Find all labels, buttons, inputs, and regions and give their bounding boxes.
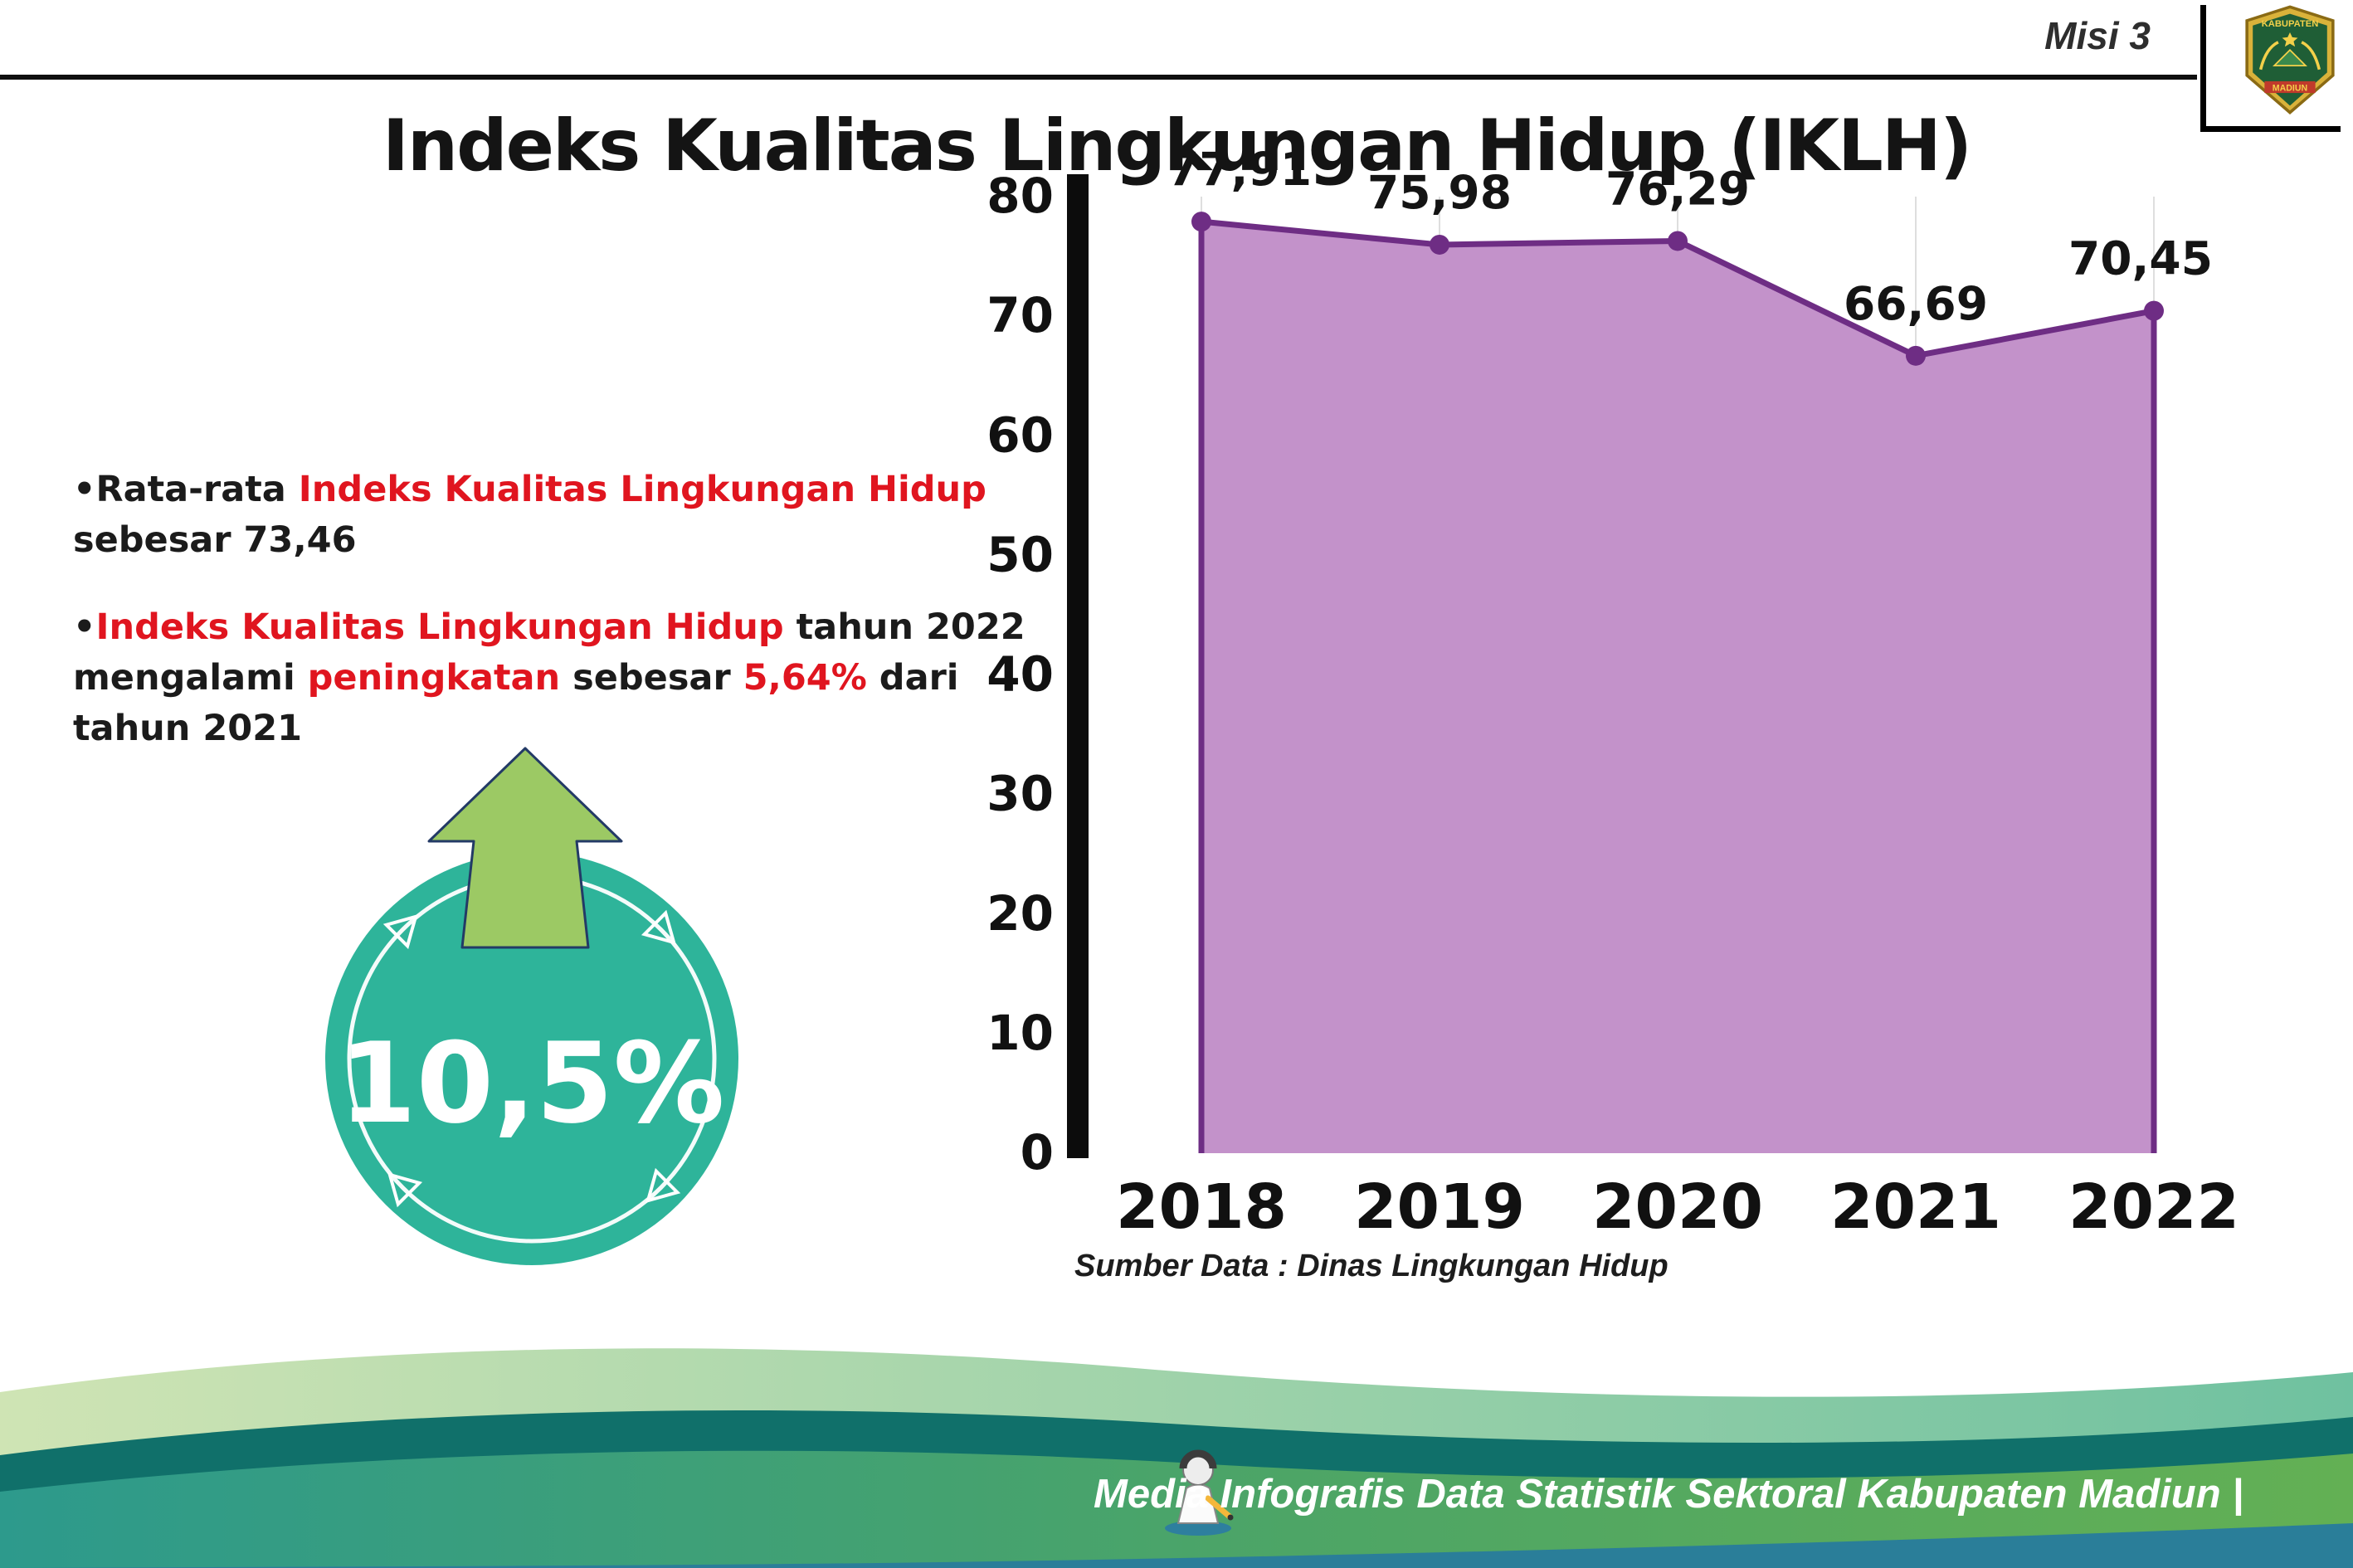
- svg-text:80: 80: [987, 168, 1054, 224]
- summary-bullets: •Rata-rata Indeks Kualitas Lingkungan Hi…: [73, 465, 1035, 791]
- svg-text:10: 10: [987, 1005, 1054, 1061]
- bullet-text: tahun 2022 mengalami: [73, 606, 1025, 699]
- svg-text:77,91: 77,91: [1167, 143, 1312, 196]
- bullet-text: sebesar: [560, 657, 743, 699]
- logo-text-bottom: MADIUN: [2273, 84, 2307, 94]
- page-title: Indeks Kualitas Lingkungan Hidup (IKLH): [382, 105, 1972, 187]
- bullet-increase: •Indeks Kualitas Lingkungan Hidup tahun …: [73, 602, 1035, 754]
- svg-text:2022: 2022: [2068, 1171, 2239, 1243]
- svg-text:40: 40: [987, 646, 1054, 703]
- svg-text:60: 60: [987, 407, 1054, 463]
- svg-text:30: 30: [987, 766, 1054, 822]
- footer-waves: [0, 1348, 2353, 1568]
- y-axis: [1067, 174, 1089, 1158]
- bullet-text-highlight: peningkatan: [307, 657, 561, 699]
- bullet-text: sebesar 73,46: [73, 519, 357, 562]
- logo-text-top: KABUPATEN: [2262, 19, 2319, 29]
- svg-text:76,29: 76,29: [1605, 162, 1750, 215]
- chart-source: Sumber Data : Dinas Lingkungan Hidup: [1074, 1249, 1669, 1283]
- bullet-text: dari tahun 2021: [73, 657, 959, 750]
- kabupaten-madiun-logo: KABUPATEN MADIUN: [2245, 5, 2335, 114]
- y-tick-labels: 0 10 20 30 40 50 60 70 80: [987, 168, 1054, 1181]
- svg-text:50: 50: [987, 526, 1054, 582]
- svg-text:2020: 2020: [1592, 1171, 1763, 1243]
- svg-text:2021: 2021: [1830, 1171, 2001, 1243]
- misi-label: Misi 3: [2044, 14, 2151, 57]
- svg-text:75,98: 75,98: [1367, 166, 1512, 219]
- bullet-text: •: [73, 606, 96, 649]
- svg-text:70: 70: [987, 287, 1054, 343]
- svg-text:2019: 2019: [1354, 1171, 1525, 1243]
- svg-text:20: 20: [987, 885, 1054, 942]
- increase-percentage: 10,5%: [339, 1019, 725, 1148]
- increase-badge: 10,5%: [325, 852, 738, 1265]
- header-rule: [0, 75, 2197, 80]
- bullet-text: •Rata-rata: [73, 469, 299, 510]
- up-arrow-icon: [427, 747, 623, 949]
- iklh-area-chart: 0 10 20 30 40 50 60 70 80 77,91 75,98 76,29 66,69 70,…: [987, 143, 2239, 1243]
- svg-text:2018: 2018: [1116, 1171, 1287, 1243]
- svg-text:70,45: 70,45: [2068, 232, 2213, 285]
- logo-frame: KABUPATEN MADIUN: [2200, 5, 2341, 132]
- mascot-icon: [1165, 1449, 1234, 1536]
- footer-caption: Media Infografis Data Statistik Sektoral…: [1094, 1472, 2243, 1517]
- svg-text:66,69: 66,69: [1844, 277, 1988, 330]
- bullet-text-highlight: Indeks Kualitas Lingkungan Hidup: [298, 469, 987, 510]
- bullet-text-highlight: 5,64%: [743, 657, 867, 699]
- chart-area: [1201, 222, 2154, 1154]
- chart-points: [1191, 212, 2164, 366]
- svg-text:0: 0: [1021, 1124, 1054, 1181]
- value-labels: 77,91 75,98 76,29 66,69 70,45: [1167, 143, 2213, 330]
- x-tick-labels: 2018 2019 2020 2021 2022: [1116, 1171, 2239, 1243]
- bullet-average: •Rata-rata Indeks Kualitas Lingkungan Hi…: [73, 465, 1035, 566]
- bullet-text-highlight: Indeks Kualitas Lingkungan Hidup: [95, 606, 784, 649]
